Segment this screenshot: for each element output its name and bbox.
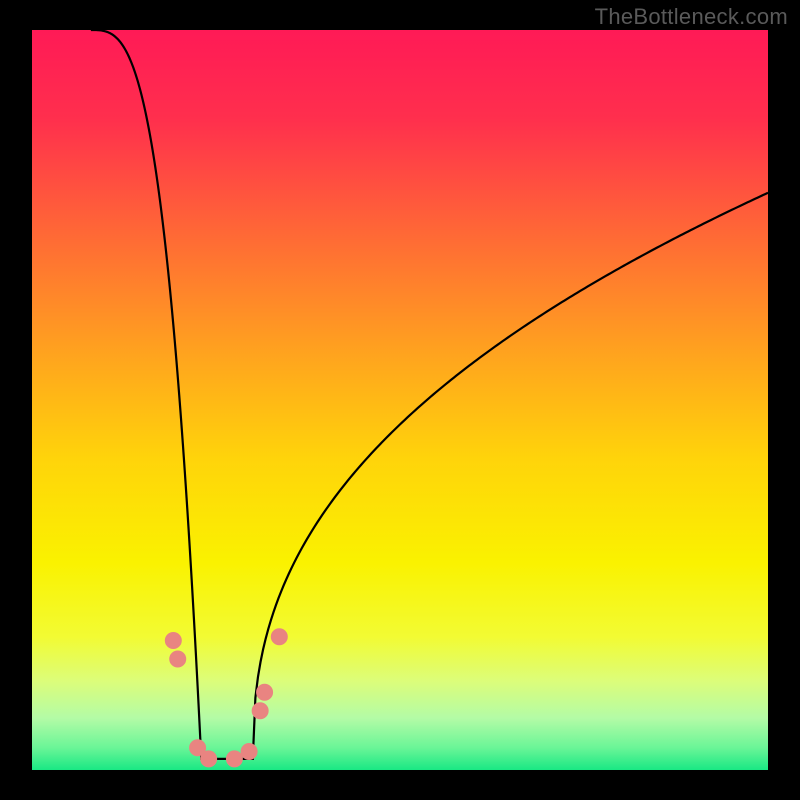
data-marker xyxy=(257,684,273,700)
data-marker xyxy=(271,629,287,645)
chart-container: TheBottleneck.com xyxy=(0,0,800,800)
data-marker xyxy=(252,703,268,719)
data-marker xyxy=(170,651,186,667)
watermark-text: TheBottleneck.com xyxy=(595,4,788,30)
bottleneck-curve xyxy=(91,30,768,759)
chart-svg xyxy=(0,0,800,800)
data-marker xyxy=(241,744,257,760)
data-marker xyxy=(165,633,181,649)
data-marker xyxy=(226,751,242,767)
data-marker xyxy=(201,751,217,767)
